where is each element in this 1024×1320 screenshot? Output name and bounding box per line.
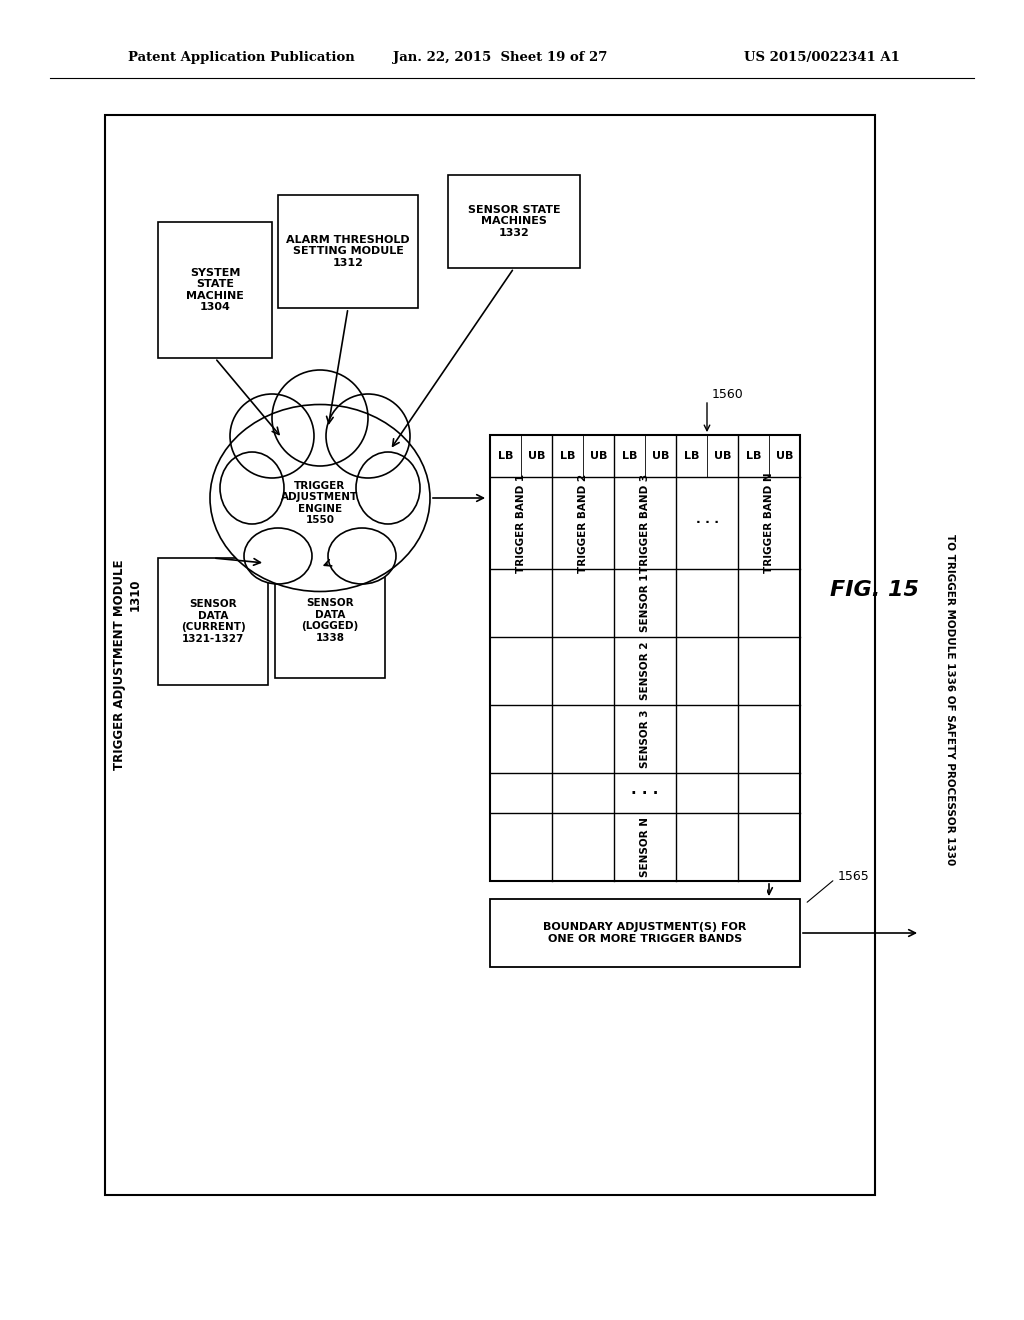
Text: LB: LB bbox=[703, 454, 719, 465]
Text: LB: LB bbox=[635, 454, 650, 465]
Text: LB: LB bbox=[745, 451, 761, 461]
Bar bbox=[158, 558, 268, 685]
Text: BOUNDARY ADJUSTMENT(S) FOR
ONE OR MORE TRIGGER BANDS: BOUNDARY ADJUSTMENT(S) FOR ONE OR MORE T… bbox=[544, 923, 746, 944]
Text: TRIGGER BAND N: TRIGGER BAND N bbox=[764, 473, 774, 573]
Text: LB: LB bbox=[684, 451, 699, 461]
Bar bbox=[490, 438, 762, 958]
Text: TRIGGER BAND 3: TRIGGER BAND 3 bbox=[640, 474, 650, 573]
Text: SENSOR 1: SENSOR 1 bbox=[640, 574, 650, 632]
Bar bbox=[490, 899, 800, 968]
Text: UB: UB bbox=[532, 454, 550, 465]
Text: TRIGGER BAND 1: TRIGGER BAND 1 bbox=[516, 474, 526, 573]
Bar bbox=[449, 176, 580, 268]
Text: SENSOR 3: SENSOR 3 bbox=[640, 710, 650, 768]
Text: LB: LB bbox=[500, 454, 515, 465]
Text: UB: UB bbox=[736, 454, 754, 465]
Text: UB: UB bbox=[669, 454, 686, 465]
Ellipse shape bbox=[328, 528, 396, 583]
Text: US 2015/0022341 A1: US 2015/0022341 A1 bbox=[744, 51, 900, 65]
Text: · · ·: · · · bbox=[695, 516, 719, 529]
Bar bbox=[278, 195, 418, 308]
Bar bbox=[158, 222, 272, 358]
Text: 1310: 1310 bbox=[128, 578, 141, 611]
Ellipse shape bbox=[230, 393, 314, 478]
Text: ALARM THRESHOLD
SETTING MODULE
1312: ALARM THRESHOLD SETTING MODULE 1312 bbox=[286, 235, 410, 268]
Text: UB: UB bbox=[776, 451, 794, 461]
Text: FIG. 15: FIG. 15 bbox=[830, 579, 920, 601]
Ellipse shape bbox=[326, 393, 410, 478]
Text: TRIGGER BAND 2: TRIGGER BAND 2 bbox=[578, 474, 588, 573]
Text: SYSTEM
STATE
MACHINE
1304: SYSTEM STATE MACHINE 1304 bbox=[186, 268, 244, 313]
Ellipse shape bbox=[356, 451, 420, 524]
Text: LB: LB bbox=[560, 451, 575, 461]
Ellipse shape bbox=[220, 451, 284, 524]
Bar bbox=[485, 433, 767, 964]
Text: 1565: 1565 bbox=[838, 870, 869, 883]
Text: TRIGGER ADJUSTMENT MODULE: TRIGGER ADJUSTMENT MODULE bbox=[114, 560, 127, 771]
Ellipse shape bbox=[210, 404, 430, 591]
Text: SENSOR 2: SENSOR 2 bbox=[640, 642, 650, 700]
Ellipse shape bbox=[272, 370, 368, 466]
Text: LB: LB bbox=[567, 454, 583, 465]
Bar bbox=[105, 115, 874, 1195]
Bar bbox=[275, 564, 385, 678]
Text: 1560: 1560 bbox=[712, 388, 743, 401]
Text: SENSOR
DATA
(CURRENT)
1321-1327: SENSOR DATA (CURRENT) 1321-1327 bbox=[180, 599, 246, 644]
Bar bbox=[490, 436, 800, 880]
Text: Patent Application Publication: Patent Application Publication bbox=[128, 51, 354, 65]
Text: SENSOR N: SENSOR N bbox=[640, 817, 650, 876]
Text: UB: UB bbox=[590, 451, 607, 461]
Text: UB: UB bbox=[600, 454, 617, 465]
Ellipse shape bbox=[244, 528, 312, 583]
Text: SENSOR STATE
MACHINES
1332: SENSOR STATE MACHINES 1332 bbox=[468, 205, 560, 238]
Text: · · ·: · · · bbox=[632, 785, 658, 800]
Text: TRIGGER
ADJUSTMENT
ENGINE
1550: TRIGGER ADJUSTMENT ENGINE 1550 bbox=[282, 480, 358, 525]
Text: UB: UB bbox=[714, 451, 731, 461]
Text: SENSOR
DATA
(LOGGED)
1338: SENSOR DATA (LOGGED) 1338 bbox=[301, 598, 358, 643]
Text: Jan. 22, 2015  Sheet 19 of 27: Jan. 22, 2015 Sheet 19 of 27 bbox=[393, 51, 607, 65]
Text: TO TRIGGER MODULE 1336 OF SAFETY PROCESSOR 1330: TO TRIGGER MODULE 1336 OF SAFETY PROCESS… bbox=[945, 535, 955, 866]
Text: UB: UB bbox=[652, 451, 670, 461]
Text: LB: LB bbox=[622, 451, 637, 461]
Text: UB: UB bbox=[527, 451, 545, 461]
Text: LB: LB bbox=[498, 451, 513, 461]
